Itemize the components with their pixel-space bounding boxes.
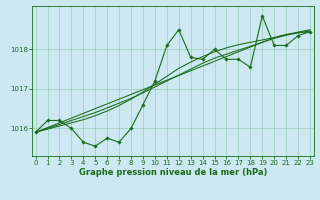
- X-axis label: Graphe pression niveau de la mer (hPa): Graphe pression niveau de la mer (hPa): [79, 168, 267, 177]
